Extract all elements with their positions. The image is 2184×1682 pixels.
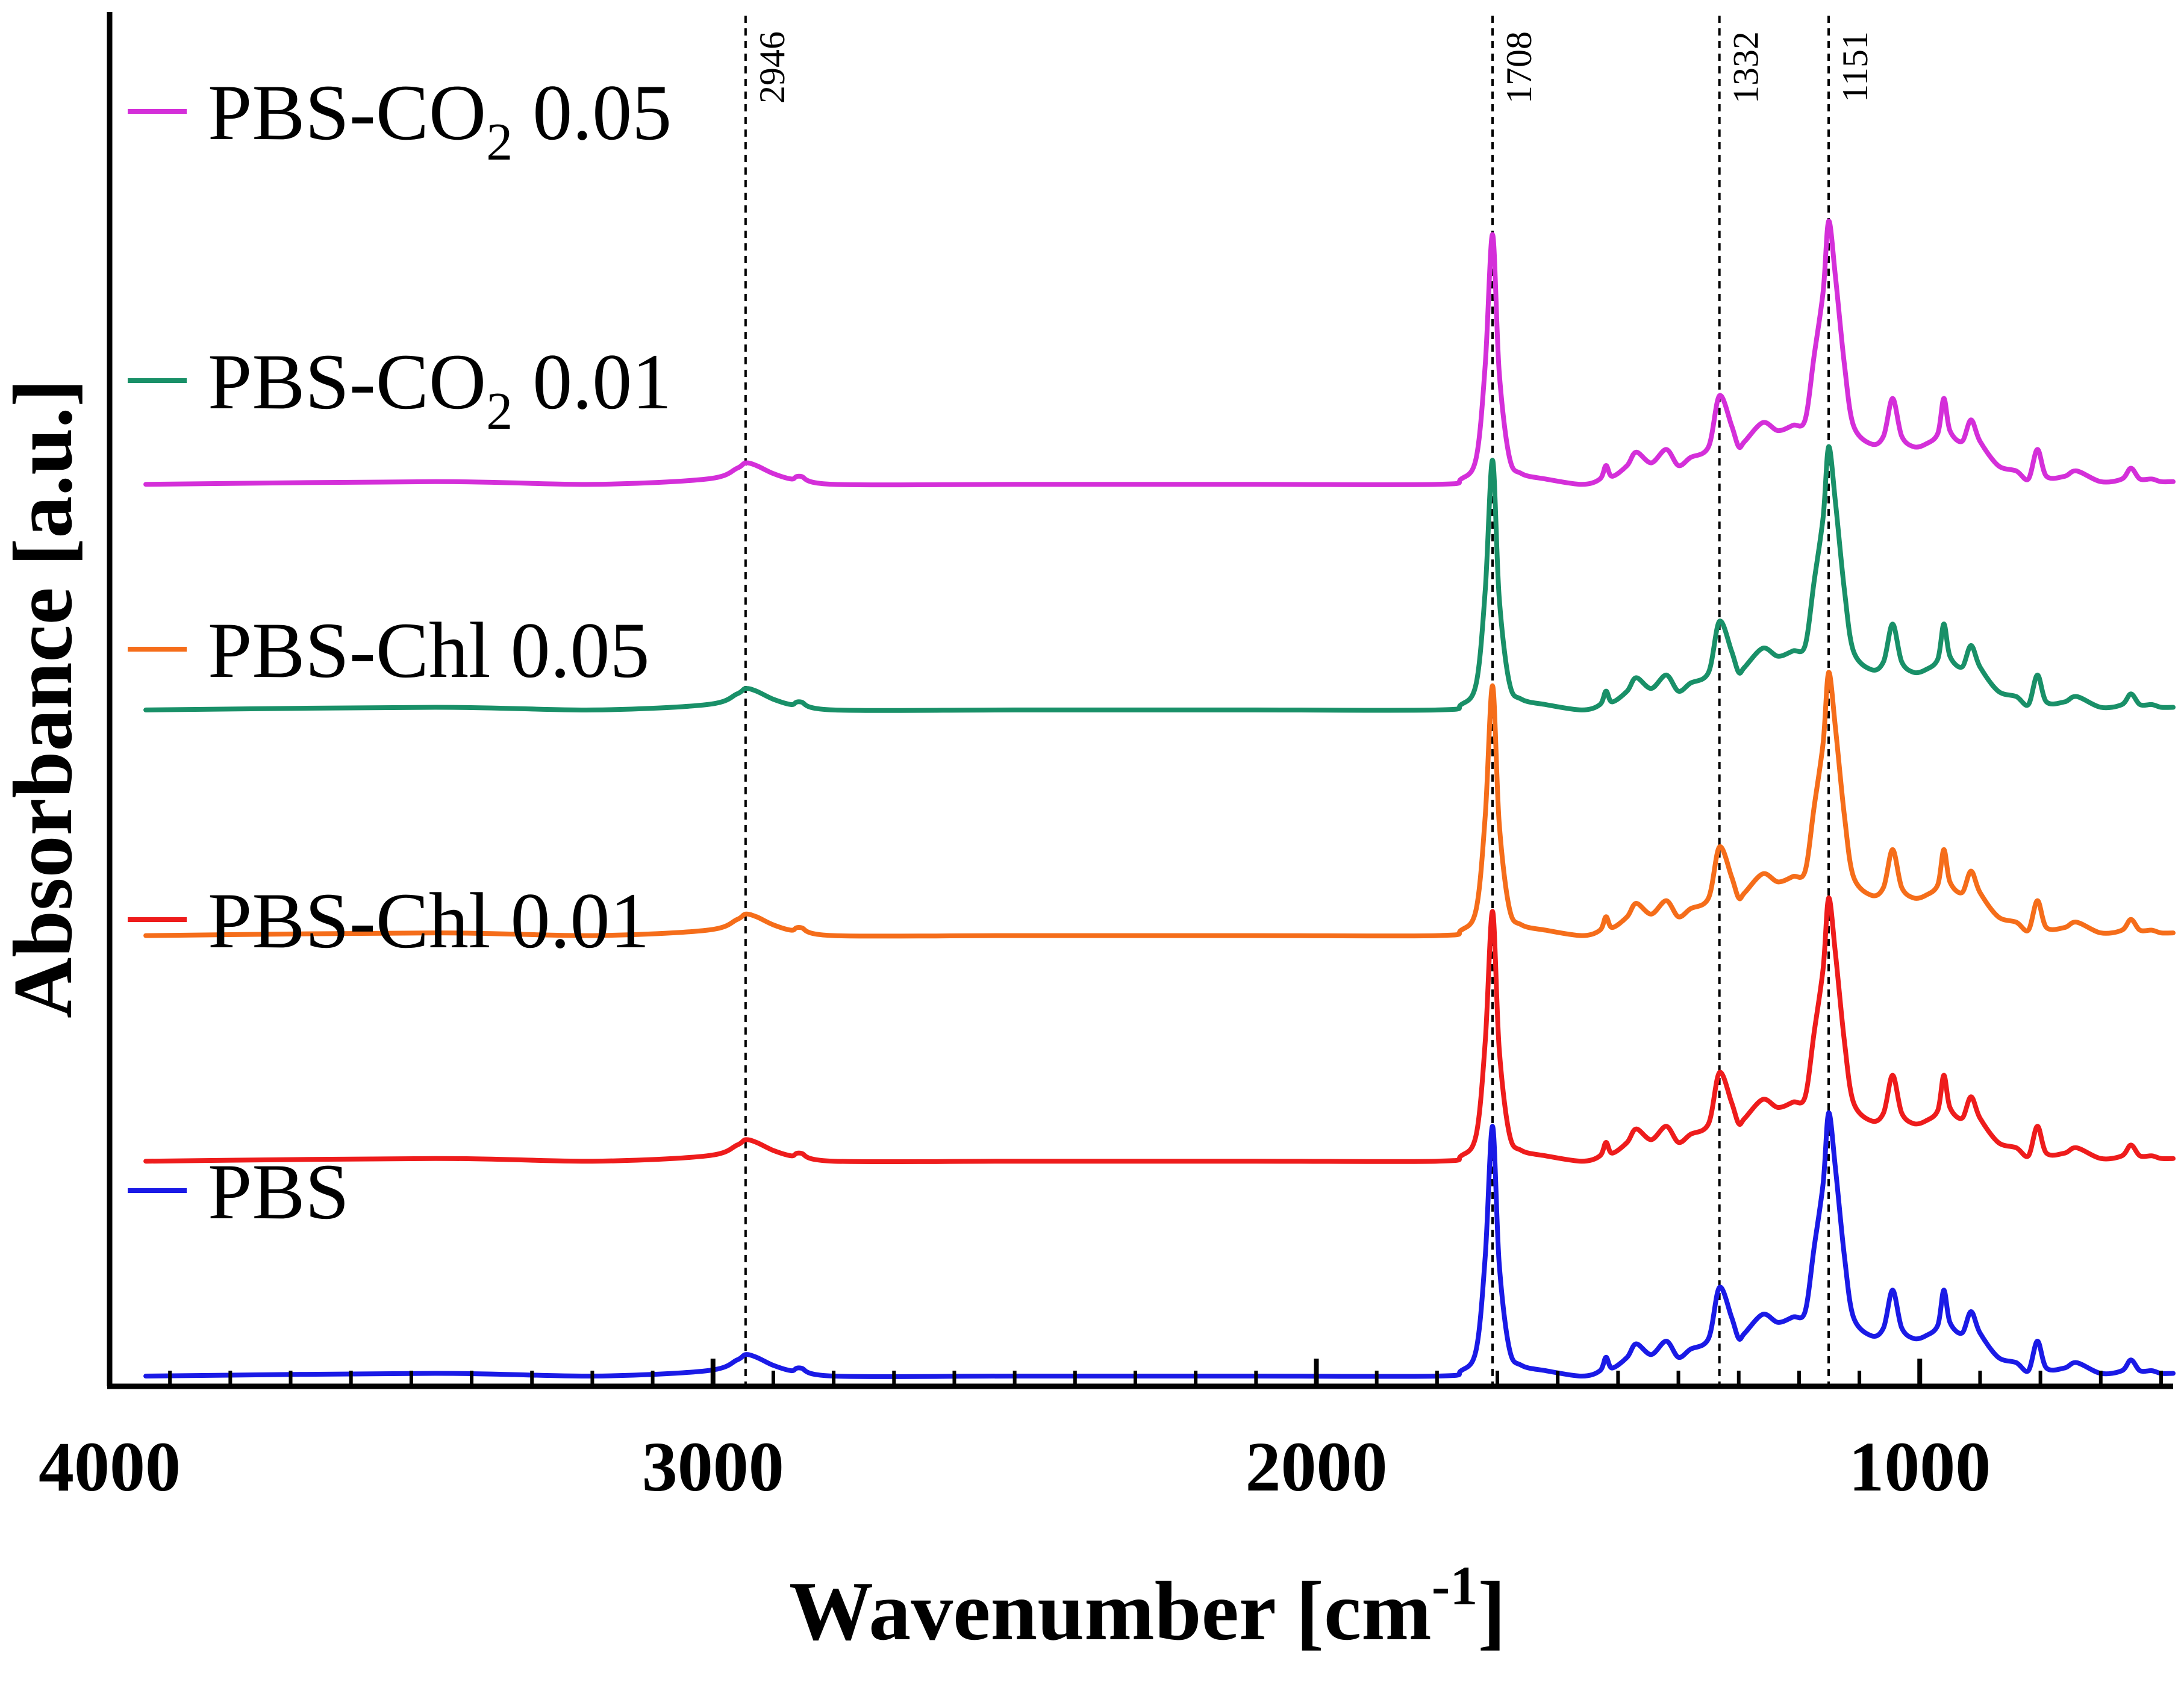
reference-label-1708: 1708 bbox=[1499, 31, 1539, 104]
legend-label: PBS bbox=[208, 1147, 349, 1236]
x-axis-title: Wavenumber [cm-1] bbox=[789, 1555, 1506, 1658]
x-tick-label: 3000 bbox=[642, 1427, 784, 1506]
x-tick-label: 2000 bbox=[1246, 1427, 1388, 1506]
legend-label: PBS-CO2 0.05 bbox=[208, 68, 672, 172]
x-tick-label: 1000 bbox=[1849, 1427, 1991, 1506]
legend-label: PBS-Chl 0.05 bbox=[208, 606, 650, 694]
series-line-3 bbox=[143, 670, 2176, 939]
y-axis-title: Absorbance [a.u.] bbox=[0, 379, 90, 1018]
legend: PBS-CO2 0.05 PBS-CO2 0.01 PBS-Chl 0.05 PBS-… bbox=[128, 68, 672, 1236]
series-line-5 bbox=[143, 1110, 2176, 1379]
reference-lines: 2946 1708 1332 1151 bbox=[744, 16, 1875, 1384]
series-line-4 bbox=[143, 896, 2176, 1165]
series-line-2 bbox=[143, 444, 2176, 713]
reference-label-2946: 2946 bbox=[752, 31, 792, 104]
reference-label-1151: 1151 bbox=[1835, 31, 1875, 102]
x-axis-ticks: 4000 3000 2000 1000 bbox=[39, 1359, 2163, 1506]
legend-label: PBS-CO2 0.01 bbox=[208, 337, 672, 441]
x-tick-label: 4000 bbox=[39, 1427, 181, 1506]
series-layer bbox=[143, 219, 2176, 1379]
reference-label-1332: 1332 bbox=[1726, 31, 1766, 104]
legend-label: PBS-Chl 0.01 bbox=[208, 876, 650, 965]
series-line-1 bbox=[143, 219, 2176, 488]
